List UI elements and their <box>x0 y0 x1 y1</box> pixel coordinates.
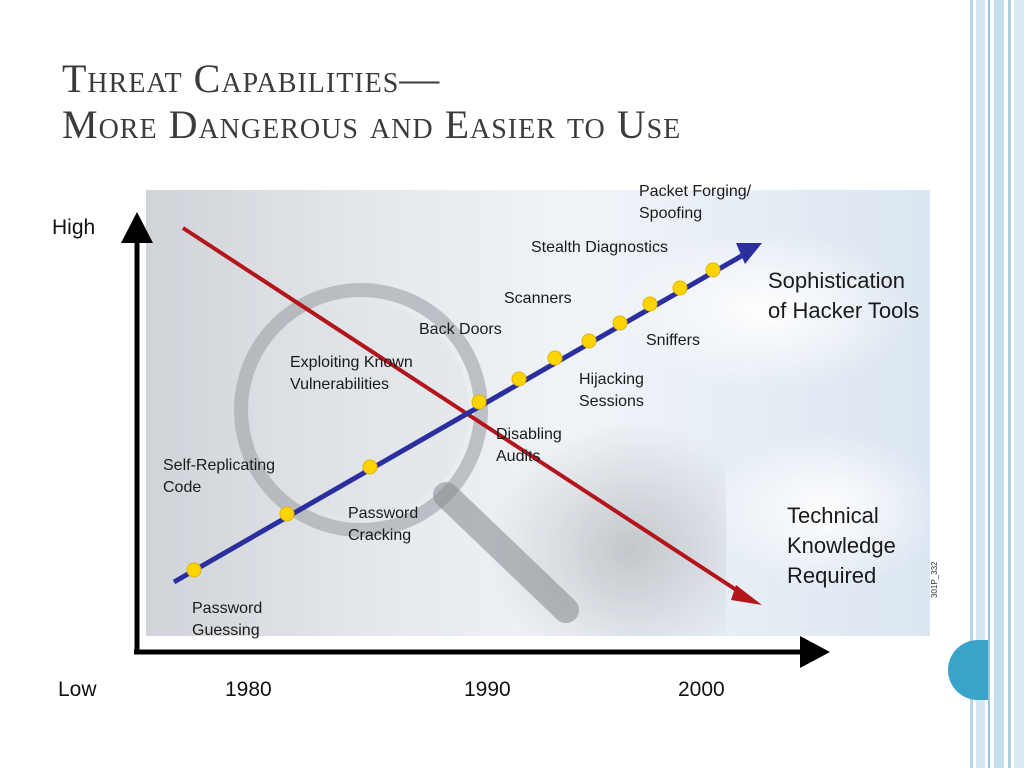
knowledge-arrowhead <box>731 585 762 605</box>
title-line-2: More Dangerous and Easier to Use <box>62 102 682 147</box>
x-tick-1980: 1980 <box>225 678 272 701</box>
x-axis-arrow <box>800 636 830 668</box>
background-photo <box>146 190 930 636</box>
side-stripes-decoration <box>970 0 1024 768</box>
event-label-self-replicating-code: Self-Replicating Code <box>163 457 276 496</box>
x-tick-2000: 2000 <box>678 678 725 701</box>
event-label-password-guessing: Password Guessing <box>192 600 263 639</box>
milestone-dot-sniffers <box>642 296 658 312</box>
y-axis-high-label: High <box>52 216 96 239</box>
sophistication-label: Sophistication of Hacker Tools <box>768 268 920 323</box>
knowledge-line <box>181 226 746 597</box>
event-label-packet-forging-spoofing: Packet Forging/Spoofing <box>639 183 752 222</box>
milestone-dot-hijacking-sessions <box>581 333 597 349</box>
sophistication-line <box>172 251 747 585</box>
title-line-1: Threat Capabilities— <box>62 56 441 101</box>
event-label-password-cracking: Password Cracking <box>348 505 419 544</box>
figure-code: 301P_332 <box>930 561 939 598</box>
event-label-sniffers: Sniffers <box>646 332 700 349</box>
milestone-dot-password-guessing <box>186 562 202 578</box>
milestone-dot-exploiting-known-vulnerabilities <box>471 394 487 410</box>
y-axis-low-label: Low <box>58 678 97 701</box>
sophistication-arrowhead <box>736 243 762 264</box>
milestone-dot-disabling-audits <box>511 371 527 387</box>
milestone-dot-back-doors <box>547 350 563 366</box>
knowledge-label: Technical Knowledge Required <box>787 503 896 588</box>
slide-edge-tab <box>948 640 988 700</box>
milestone-dot-stealth-diagnostics <box>672 280 688 296</box>
x-tick-1990: 1990 <box>464 678 511 701</box>
event-label-stealth-diagnostics: Stealth Diagnostics <box>531 239 668 256</box>
event-label-back-doors: Back Doors <box>419 321 502 338</box>
slide-title: Threat Capabilities— More Dangerous and … <box>62 56 681 148</box>
event-label-disabling-audits: Disabling Audits <box>496 426 562 465</box>
event-label-scanners: Scanners <box>504 290 572 307</box>
y-axis-arrow <box>121 212 153 243</box>
event-label-exploiting-known-vulnerabilities: Exploiting Known Vulnerabilities <box>290 354 413 393</box>
milestone-dot-password-cracking <box>362 459 378 475</box>
milestone-dot-self-replicating-code <box>279 506 295 522</box>
milestone-dot-scanners <box>612 315 628 331</box>
milestone-dot-packet-forging-spoofing <box>705 262 721 278</box>
event-label-hijacking-sessions: Hijacking Sessions <box>579 371 644 410</box>
